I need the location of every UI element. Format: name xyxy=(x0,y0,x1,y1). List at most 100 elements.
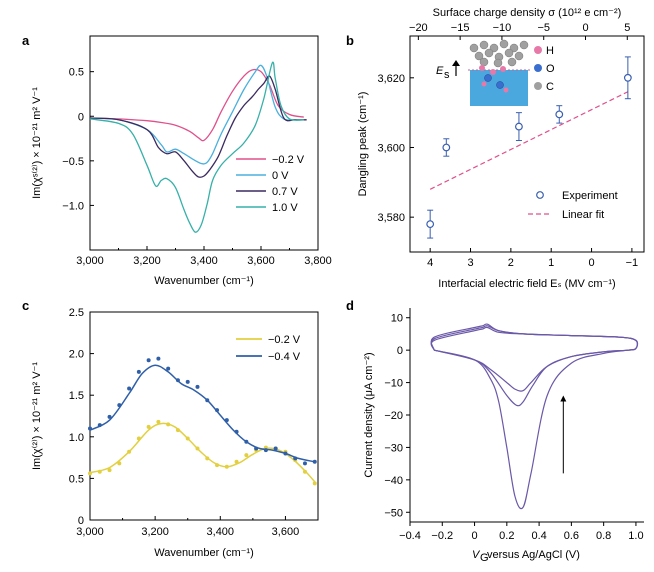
panel-a-series-line xyxy=(89,68,304,142)
panel-c-data-point xyxy=(88,471,92,476)
panel-c-data-point xyxy=(234,459,239,464)
panel-b-x-tick-label: −1 xyxy=(626,257,639,269)
panel-b-experiment-point xyxy=(623,73,632,82)
panel-c-data-point xyxy=(195,384,200,389)
panel-d-x-axis-label-rest: versus Ag/AgCl (V) xyxy=(487,549,580,561)
panel-a-x-axis-label: Wavenumber (cm⁻¹) xyxy=(154,275,254,287)
panel-b-inset-oxygen-atom xyxy=(496,81,504,89)
panel-b-inset-carbon-atom xyxy=(479,57,489,67)
panel-label-c: c xyxy=(22,298,29,313)
panel-c-x-axis-label: Wavenumber (cm⁻¹) xyxy=(154,547,254,559)
panel-b-inset-hydrogen-atom xyxy=(479,65,485,71)
panel-a-legend-label: 1.0 V xyxy=(272,202,298,214)
panel-b-inset-atom-key xyxy=(534,64,542,72)
panel-c-data-point xyxy=(224,464,229,469)
panel-b-x-axis-label: Interfacial electric field Eₛ (MV cm⁻¹) xyxy=(438,278,615,290)
panel-b-top-tick-label: −5 xyxy=(537,22,550,34)
panel-d-cv-cycle-line xyxy=(430,323,639,510)
panel-a-x-tick-label: 3,400 xyxy=(190,255,218,267)
panel-b-chart: 4 3 2 1 0 −1 −20 −15 −10 −5 0 5 3,580 3,600 3,620 Inter… xyxy=(357,7,645,290)
panel-c-data-point xyxy=(254,446,259,451)
panel-c-y-tick-label: 1.0 xyxy=(69,432,84,444)
panel-d-x-tick-label: −0.4 xyxy=(399,530,421,542)
panel-label-d: d xyxy=(346,298,354,313)
panel-b-inset-carbon-atom xyxy=(469,43,479,53)
panel-c-y-axis-label: Im(χ⁽²⁾) × 10⁻²¹ m² V⁻¹ xyxy=(31,362,43,470)
panel-b-inset-carbon-atom xyxy=(499,39,509,49)
panel-d-x-tick-label: 0.6 xyxy=(564,530,579,542)
panel-b-top-tick-label: −20 xyxy=(409,22,428,34)
panel-b-y-axis-label: Dangling peak (cm⁻¹) xyxy=(357,92,369,197)
panel-c-data-point xyxy=(215,463,220,468)
panel-b-y-tick-label: 3,580 xyxy=(377,212,405,224)
panel-d-x-axis-label-subscript: G xyxy=(480,552,489,564)
panel-b-inset-hydrogen-atom xyxy=(490,69,496,75)
panel-d-y-axis-label: Current density (μA cm⁻²) xyxy=(363,352,375,477)
panel-a-series-line xyxy=(89,64,307,165)
panel-b-x-tick-label: 1 xyxy=(548,257,554,269)
panel-b-inset-carbon-atom xyxy=(519,40,529,50)
panel-c-data-point xyxy=(185,379,190,384)
panel-c-chart: 3,000 3,200 3,400 3,600 0 0.5 1.0 1.5 2.0 2.5 Wave… xyxy=(31,307,319,559)
panel-c-legend-label: −0.2 V xyxy=(268,334,301,346)
panel-b-inset-carbon-atom xyxy=(514,51,524,61)
panel-c-x-tick-label: 3,600 xyxy=(272,526,300,538)
panel-c-data-point xyxy=(156,356,161,361)
panel-b-x-tick-label: 4 xyxy=(427,257,433,269)
panel-c-data-point xyxy=(293,456,298,461)
panel-a-x-tick-label: 3,200 xyxy=(133,255,161,267)
panel-c-data-point xyxy=(205,456,210,461)
panel-b-top-tick-label: −10 xyxy=(493,22,512,34)
panel-c-data-point xyxy=(302,469,307,474)
panel-a-x-tick-label: 3,800 xyxy=(304,255,332,267)
panel-d-y-tick-label: 0 xyxy=(397,345,403,357)
panel-a-legend-label: 0.7 V xyxy=(272,186,298,198)
panel-b-inset-field-subscript: s xyxy=(444,69,450,81)
panel-a-chart: 3,000 3,200 3,400 3,600 3,800 0.5 0 −0.5 −1.0 Wav… xyxy=(31,35,332,287)
panel-c-data-point xyxy=(195,446,200,451)
panel-b-x-tick-label: 3 xyxy=(467,257,473,269)
panel-c-data-point xyxy=(107,468,112,473)
panel-c-y-tick-label: 0.5 xyxy=(69,473,84,485)
panel-b-top-tick-label: −15 xyxy=(451,22,470,34)
panel-c-data-point xyxy=(156,419,161,424)
panel-a-y-axis-label: Im(χˢ⁽²⁾) × 10⁻²¹ m² V⁻¹ xyxy=(31,87,43,199)
panel-a-y-tick-label: 0.5 xyxy=(69,67,84,79)
panel-c-data-point xyxy=(302,461,307,466)
panel-b-inset-oxygen-atom xyxy=(484,74,492,82)
panel-d-x-tick-label: 0 xyxy=(471,530,477,542)
panel-b-inset-atom-key-label: H xyxy=(546,45,554,57)
panel-d-x-tick-label: 0.2 xyxy=(499,530,514,542)
panel-c-data-point xyxy=(107,414,112,419)
panel-b-inset-carbon-atom xyxy=(493,58,503,68)
panel-c-x-tick-label: 3,200 xyxy=(141,526,169,538)
panel-c-data-point xyxy=(146,424,151,429)
panel-a-y-tick-label: −0.5 xyxy=(62,156,84,168)
panel-b-inset-hydrogen-atom xyxy=(503,87,509,93)
panel-c-data-point xyxy=(146,358,151,363)
panel-b-inset-field-label: E xyxy=(436,65,444,77)
panel-c-data-point xyxy=(97,423,102,428)
panel-b-inset-carbon-atom xyxy=(474,51,484,61)
panel-c-data-point xyxy=(205,398,210,403)
panel-c-data-point xyxy=(283,451,288,456)
panel-b-experiment-point xyxy=(442,143,451,152)
panel-c-data-point xyxy=(185,436,190,441)
panel-c-data-point xyxy=(244,439,249,444)
panel-b-legend-marker xyxy=(536,191,544,199)
panel-d-y-tick-label: −10 xyxy=(384,378,403,390)
panel-c-data-point xyxy=(312,481,317,486)
panel-c-data-point xyxy=(175,378,180,383)
panel-b-frame xyxy=(409,35,645,253)
panel-b-top-tick-label: 5 xyxy=(624,22,630,34)
panel-d-x-tick-label: −0.2 xyxy=(431,530,453,542)
panel-c-y-tick-label: 1.5 xyxy=(69,390,84,402)
panel-c-x-tick-label: 3,400 xyxy=(207,526,235,538)
panel-d-x-tick-label: 0.8 xyxy=(596,530,611,542)
panel-c-data-point xyxy=(312,459,317,464)
panel-b-inset-carbon-atom xyxy=(504,48,514,58)
panel-c-data-point xyxy=(166,422,171,427)
panel-c-data-point xyxy=(136,436,141,441)
panel-c-data-point xyxy=(127,386,132,391)
